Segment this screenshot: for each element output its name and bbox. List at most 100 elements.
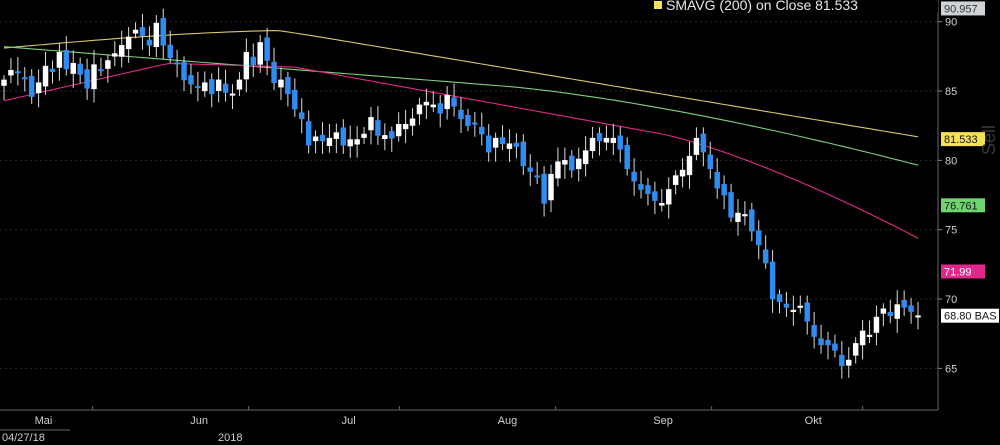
candle-body [465, 114, 471, 127]
candle-body [721, 184, 727, 196]
value-box-label: 90.957 [944, 3, 978, 15]
candle-body [659, 203, 665, 206]
candle-body [361, 133, 367, 138]
candle-body [582, 150, 589, 165]
candle-body [174, 62, 180, 65]
value-box [941, 308, 999, 323]
y-tick-label: 85 [945, 86, 957, 98]
candle-body [8, 69, 14, 76]
candle-body [783, 303, 790, 308]
candle-body [375, 120, 381, 136]
value-box-label: 76.761 [944, 200, 978, 212]
candle-body [513, 142, 520, 147]
candle-body [416, 104, 423, 115]
candle-body [887, 312, 894, 317]
value-box [941, 264, 985, 279]
candle-body [1, 79, 7, 86]
candle-body [292, 89, 298, 110]
candle-body [645, 185, 651, 194]
candle-body [555, 161, 561, 179]
candle-body [825, 339, 831, 346]
legend-swatch [654, 1, 662, 9]
axes [0, 0, 942, 431]
candle-body [444, 94, 450, 110]
candle-body [672, 175, 679, 185]
candle-body [153, 22, 160, 48]
y-axis-title-icon: Sell [979, 125, 999, 155]
candle-body [485, 135, 492, 153]
candle-body [202, 82, 208, 92]
candle-body [541, 173, 547, 204]
candle-body [319, 134, 326, 142]
candle-body [839, 354, 845, 366]
candle-body [575, 158, 582, 170]
candle-body [776, 294, 783, 303]
candle-body [714, 171, 720, 189]
value-box [941, 198, 985, 213]
candle-body [569, 155, 575, 171]
candle-body [77, 63, 83, 75]
candle-body [499, 137, 506, 145]
candle-body [368, 117, 374, 131]
candle-body [402, 124, 409, 130]
y-tick-label: 90 [945, 17, 957, 29]
candle-body [382, 135, 388, 140]
candle-body [562, 160, 568, 165]
candle-body [610, 137, 617, 144]
candle-body [423, 101, 430, 106]
y-tick-label: 70 [945, 294, 957, 306]
candle-body [437, 103, 443, 114]
candle-body [846, 359, 852, 366]
candle-body [236, 79, 243, 90]
candle-body [243, 51, 250, 80]
candle-body [520, 141, 527, 167]
candle-body [866, 334, 873, 337]
year-label: 2018 [218, 432, 242, 444]
candle-body [756, 230, 762, 246]
candle-body [472, 122, 478, 125]
candle-body [146, 39, 153, 46]
candle-body [56, 51, 63, 68]
candle-body [908, 305, 914, 312]
candle-body [679, 169, 686, 177]
start-date-label: 04/27/18 [2, 432, 45, 444]
candle-body [354, 139, 360, 145]
y-axis-labels: 65 70 75 80 85 90 [945, 17, 957, 376]
candle-body [299, 112, 305, 120]
candle-body [35, 82, 42, 94]
candle-body [693, 137, 700, 155]
candle-body [91, 64, 97, 90]
candle-body [430, 104, 437, 108]
candle-body [638, 183, 644, 190]
candle-body [340, 127, 347, 146]
value-box-label: 71.99 [944, 266, 972, 278]
candle-body [548, 173, 554, 201]
value-box [941, 132, 985, 147]
candle-body [105, 60, 111, 69]
candle-body [215, 79, 222, 91]
candle-body [305, 121, 312, 146]
candle-body [769, 261, 776, 300]
candle-body [880, 308, 887, 314]
candle-body [188, 75, 194, 85]
x-tick-label: Aug [498, 415, 518, 427]
candle-body [118, 44, 125, 57]
candle-body [797, 305, 804, 308]
candle-body [28, 75, 35, 97]
candle-body [652, 191, 658, 201]
candle-body [98, 69, 104, 72]
candle-body [818, 338, 824, 346]
candle-body [735, 212, 741, 222]
candle-body [70, 63, 76, 74]
plot-background [0, 0, 940, 410]
candle-body [915, 315, 921, 318]
candle-body [160, 18, 166, 46]
x-tick-label: Jun [190, 415, 208, 427]
candle-body [894, 304, 900, 319]
candle-body [527, 167, 533, 172]
candle-body [707, 154, 713, 170]
candle-body [264, 37, 270, 61]
candle-body [389, 131, 395, 139]
candle-body [790, 309, 797, 312]
